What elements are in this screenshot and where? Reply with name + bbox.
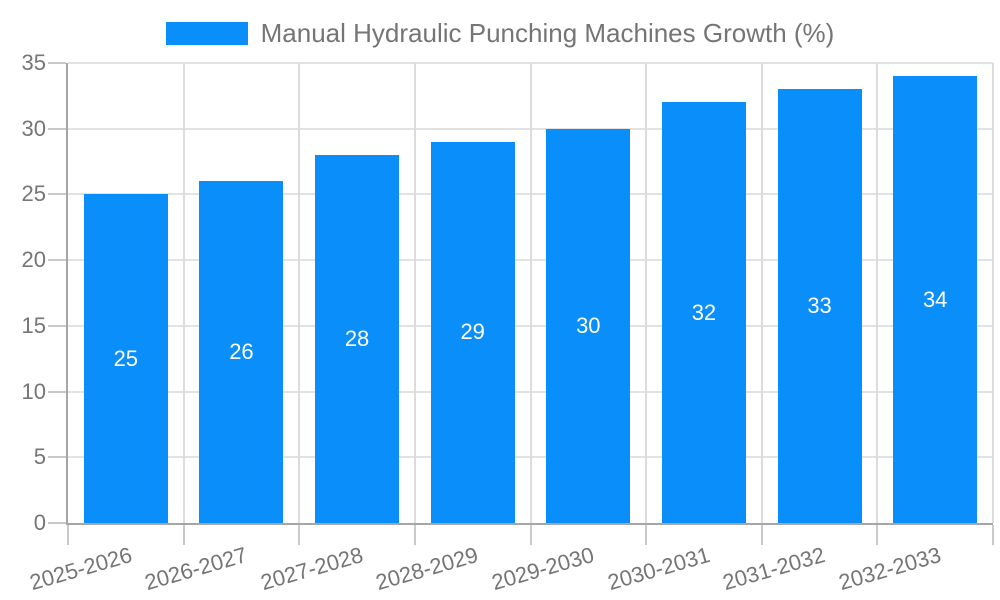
bar-value-label: 30: [576, 312, 601, 338]
bar-value-label: 25: [113, 345, 139, 371]
x-axis-tick: [298, 525, 301, 545]
y-axis-tick: [48, 324, 66, 327]
y-axis-line: [66, 63, 68, 525]
bar[interactable]: [777, 89, 862, 523]
gridline-vertical: [182, 63, 185, 523]
y-axis-tick: [48, 522, 66, 524]
y-tick-label: 25: [21, 181, 46, 207]
y-axis-tick: [48, 390, 66, 393]
bar-value-label: 29: [460, 319, 485, 345]
y-axis-tick: [48, 456, 66, 459]
plot-area: 0 5 10 15 20 25 30 35 25 2025-2026 26 2026-2027 28 20…: [22, 50, 994, 595]
bar-value-label: 32: [691, 299, 717, 325]
y-tick-label: 15: [21, 312, 46, 338]
x-axis-tick: [529, 525, 532, 545]
x-tick-label: 2027-2028: [257, 542, 366, 596]
y-tick-label: 5: [33, 444, 46, 470]
y-axis-tick: [48, 62, 66, 64]
bar[interactable]: [546, 128, 631, 523]
x-axis-line: [66, 523, 993, 525]
x-tick-label: 2032-2033: [835, 542, 944, 596]
x-axis-tick: [182, 525, 185, 545]
y-tick-label: 20: [21, 247, 46, 273]
bar-value-label: 26: [229, 339, 254, 365]
gridline-vertical: [876, 63, 879, 523]
legend-swatch-icon: [165, 22, 248, 45]
x-tick-label: 2026-2027: [142, 542, 251, 596]
bar-value-label: 34: [922, 286, 948, 312]
x-axis-tick: [760, 525, 763, 545]
bar[interactable]: [83, 194, 168, 523]
gridline-vertical: [760, 63, 763, 523]
x-tick-label: 2031-2032: [720, 542, 829, 596]
gridline-vertical: [645, 63, 648, 523]
bar[interactable]: [315, 155, 400, 523]
x-axis-tick: [992, 525, 994, 545]
y-axis-tick: [48, 193, 66, 196]
x-axis-tick: [876, 525, 879, 545]
legend-label: Manual Hydraulic Punching Machines Growt…: [260, 18, 835, 48]
x-tick-label: 2030-2031: [604, 542, 713, 596]
bar[interactable]: [430, 141, 515, 523]
bar[interactable]: [199, 181, 284, 523]
gridline-vertical: [992, 63, 994, 523]
x-tick-label: 2029-2030: [488, 542, 597, 596]
x-axis-tick: [413, 525, 416, 545]
gridline-vertical: [413, 63, 416, 523]
bar-value-label: 28: [344, 326, 370, 351]
y-axis-tick: [48, 127, 66, 130]
y-tick-label: 0: [33, 510, 46, 535]
y-tick-label: 30: [21, 115, 46, 141]
bar[interactable]: [661, 102, 746, 523]
x-tick-label: 2028-2029: [373, 542, 482, 596]
y-tick-label: 10: [21, 378, 46, 404]
x-axis-tick: [67, 525, 69, 545]
y-tick-label: 35: [21, 50, 46, 75]
y-axis-tick: [48, 259, 66, 262]
legend[interactable]: Manual Hydraulic Punching Machines Growt…: [0, 18, 1000, 49]
bar-value-label: 33: [807, 293, 832, 319]
gridline-vertical: [298, 63, 301, 523]
x-tick-label: 2025-2026: [26, 542, 135, 596]
bar[interactable]: [893, 76, 978, 523]
x-axis-tick: [645, 525, 648, 545]
gridline-vertical: [529, 63, 532, 523]
